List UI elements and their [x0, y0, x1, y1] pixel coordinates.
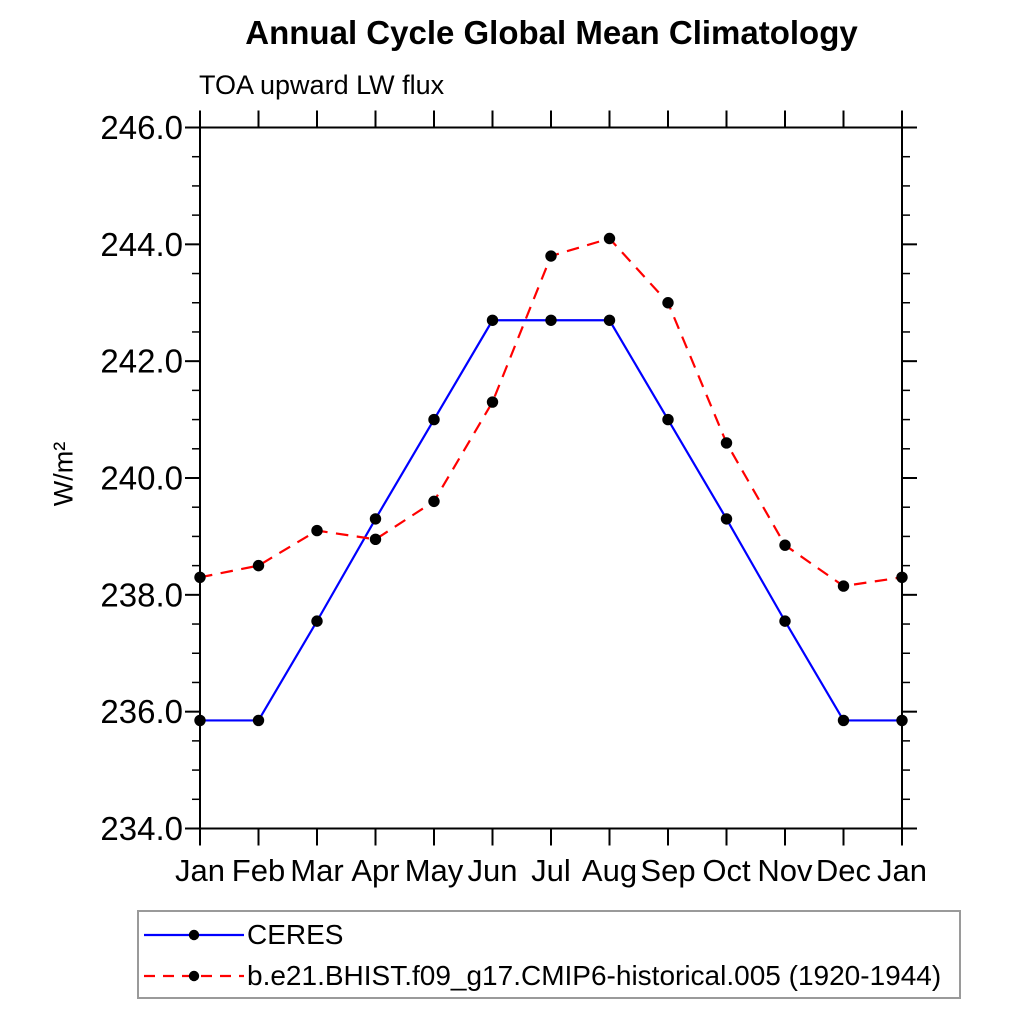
- data-point-marker: [545, 250, 557, 262]
- series-b-e21-bhist-f09-g17-cmip6-historical-005-1920-1944-: [194, 232, 908, 592]
- x-tick-label: Mar: [290, 853, 343, 888]
- series-line: [199, 237, 903, 588]
- x-axis-ticks: Jan Feb Mar Apr May Jun Jul Aug Sep Oct Nov Dec Jan: [175, 110, 927, 888]
- x-tick-label: Jan: [175, 853, 225, 888]
- x-tick-label: Jun: [468, 853, 518, 888]
- data-point-marker: [428, 413, 440, 426]
- x-tick-label: Dec: [816, 853, 871, 888]
- data-point-marker: [779, 615, 791, 627]
- data-point-marker: [662, 297, 674, 309]
- series-line: [200, 319, 902, 722]
- data-point-marker: [311, 524, 323, 537]
- legend-line-sample-model: [144, 970, 244, 982]
- data-point-marker: [896, 571, 908, 584]
- legend-label-model: b.e21.BHIST.f09_g17.CMIP6-historical.005…: [247, 960, 942, 991]
- x-tick-label: May: [405, 853, 464, 888]
- x-tick-label: Jul: [531, 853, 571, 888]
- legend-item: CERES: [142, 919, 344, 950]
- data-point-marker: [194, 714, 206, 727]
- legend-line-sample-ceres: [144, 929, 244, 941]
- y-tick-label: 244.0: [100, 226, 183, 263]
- y-tick-label: 240.0: [100, 460, 183, 497]
- data-point-marker: [369, 533, 382, 546]
- legend: CERES b.e21.BHIST.f09_g17.CMIP6-historic…: [137, 910, 961, 999]
- legend-label-ceres: CERES: [247, 919, 344, 950]
- data-point-marker: [428, 495, 440, 508]
- y-tick-label: 238.0: [100, 576, 183, 613]
- legend-marker-ceres: [188, 929, 200, 941]
- data-point-marker: [779, 539, 791, 551]
- x-tick-label: Apr: [351, 853, 399, 888]
- x-tick-label: Sep: [640, 853, 695, 888]
- data-point-marker: [837, 714, 850, 727]
- data-point-marker: [369, 513, 382, 525]
- chart-title: Annual Cycle Global Mean Climatology: [245, 14, 858, 51]
- legend-item: b.e21.BHIST.f09_g17.CMIP6-historical.005…: [142, 960, 942, 991]
- data-point-marker: [720, 437, 733, 449]
- data-point-marker: [545, 314, 557, 326]
- data-point-marker: [252, 714, 265, 727]
- data-point-marker: [662, 413, 674, 426]
- x-tick-label: Nov: [757, 853, 813, 888]
- data-point-marker: [194, 571, 206, 584]
- y-tick-label: 234.0: [100, 810, 183, 847]
- y-axis-ticks: 234.0 236.0 238.0 240.0 242.0 244.0 246.0: [100, 109, 917, 847]
- x-tick-label: Aug: [582, 853, 637, 888]
- data-point-marker: [603, 314, 616, 326]
- legend-marker-model: [188, 970, 200, 982]
- data-point-marker: [603, 232, 616, 245]
- plot-frame: [199, 126, 903, 830]
- data-point-marker: [486, 314, 499, 326]
- data-point-marker: [837, 580, 850, 592]
- data-point-marker: [896, 714, 908, 727]
- data-point-marker: [486, 396, 499, 408]
- x-tick-label: Jan: [877, 853, 927, 888]
- series-ceres: [194, 314, 908, 727]
- x-tick-label: Feb: [232, 853, 285, 888]
- y-tick-label: 236.0: [100, 693, 183, 730]
- y-tick-label: 242.0: [100, 343, 183, 380]
- x-tick-label: Oct: [702, 853, 751, 888]
- y-tick-label: 246.0: [100, 109, 183, 146]
- data-point-marker: [252, 559, 265, 572]
- data-point-marker: [311, 615, 323, 627]
- data-point-marker: [720, 513, 733, 525]
- chart-subtitle: TOA upward LW flux: [199, 70, 445, 100]
